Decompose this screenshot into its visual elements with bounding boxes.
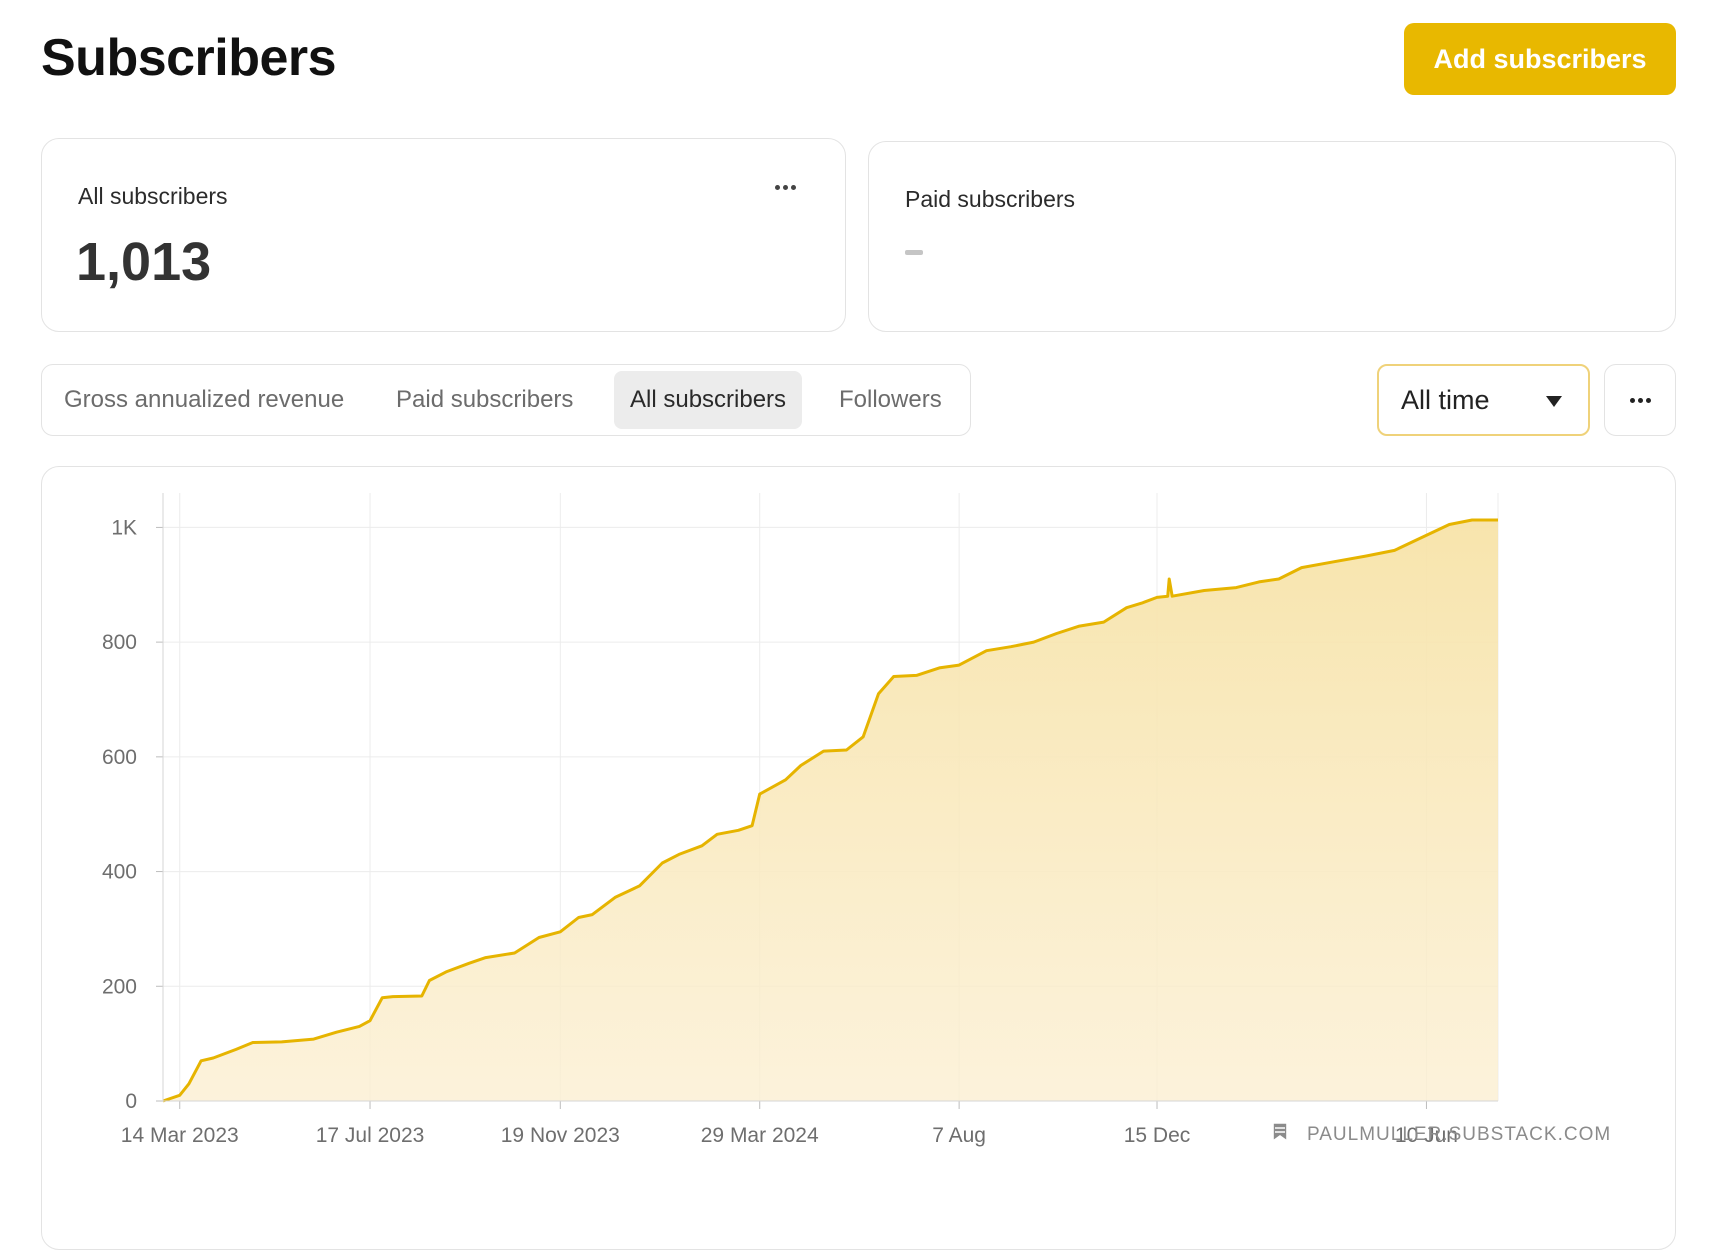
chart-more-options-button[interactable] (1604, 364, 1676, 436)
y-tick-label: 200 (102, 975, 137, 998)
y-tick-label: 600 (102, 746, 137, 769)
series-line (162, 518, 1498, 1103)
x-tick-label: 19 Nov 2023 (501, 1124, 620, 1147)
subscribers-chart: 0 200 400 600 800 1K 14 Mar 2023 17 Jul 2023 19 … (102, 493, 1611, 1147)
time-range-select[interactable]: All time (1377, 364, 1590, 436)
series-area (163, 520, 1498, 1101)
tab-followers[interactable]: Followers (839, 386, 942, 413)
paid-subscribers-label: Paid subscribers (905, 186, 1076, 212)
tab-gross-annualized-revenue[interactable]: Gross annualized revenue (64, 386, 345, 413)
card-more-options-icon[interactable] (773, 177, 805, 197)
x-tick-label: 29 Mar 2024 (701, 1124, 819, 1147)
bookmark-icon (1272, 1122, 1288, 1143)
y-tick-label: 400 (102, 861, 137, 884)
all-subscribers-value: 1,013 (76, 232, 212, 292)
paid-subscribers-value (905, 250, 923, 255)
tab-paid-subscribers[interactable]: Paid subscribers (396, 386, 574, 413)
time-range-value: All time (1401, 385, 1490, 415)
metric-tabs: Gross annualized revenue Paid subscriber… (41, 364, 971, 436)
x-tick-label: 10 Jun (1395, 1124, 1458, 1147)
y-tick-label: 800 (102, 631, 137, 654)
x-tick-label: 15 Dec (1124, 1124, 1191, 1147)
add-subscribers-button[interactable]: Add subscribers (1404, 23, 1676, 95)
caret-down-icon (1546, 396, 1562, 407)
x-tick-label: 14 Mar 2023 (121, 1124, 239, 1147)
watermark-text: PAULMULLER.SUBSTACK.COM (1307, 1124, 1611, 1145)
tab-all-subscribers[interactable]: All subscribers (614, 371, 803, 429)
y-tick-label: 0 (125, 1090, 137, 1113)
x-tick-label: 7 Aug (932, 1124, 986, 1147)
chart-card: 0 200 400 600 800 1K 14 Mar 2023 17 Jul 2023 19 … (41, 466, 1676, 1250)
x-tick-label: 17 Jul 2023 (316, 1124, 425, 1147)
page-title: Subscribers (41, 29, 337, 87)
all-subscribers-card: All subscribers 1,013 (41, 138, 846, 332)
all-subscribers-label: All subscribers (78, 183, 228, 209)
y-tick-label: 1K (111, 516, 137, 539)
paid-subscribers-card: Paid subscribers (868, 141, 1676, 332)
